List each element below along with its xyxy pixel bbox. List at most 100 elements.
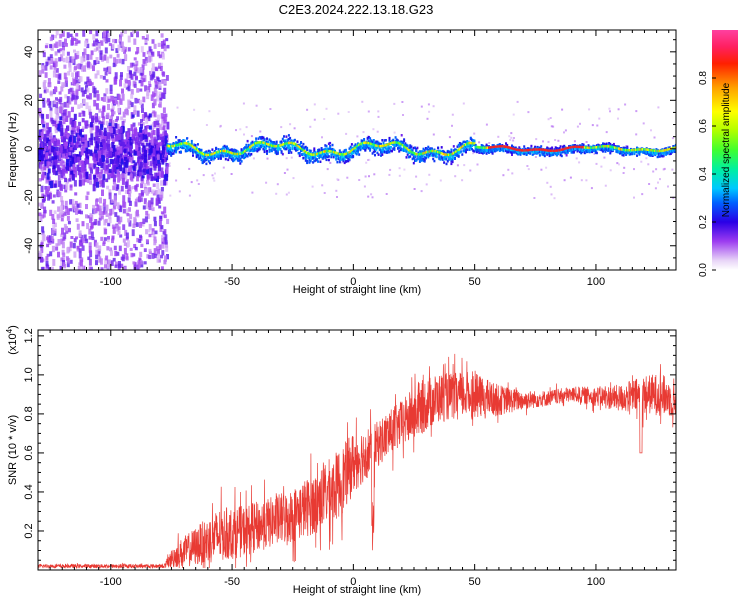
heatmap-cell (51, 119, 55, 124)
heatmap-cell (74, 65, 77, 70)
heatmap-cell (564, 129, 567, 132)
heatmap-cell (263, 141, 266, 145)
heatmap-cell (183, 139, 186, 142)
heatmap-cell (515, 150, 518, 153)
heatmap-cell (375, 144, 378, 147)
heatmap-cell (338, 152, 341, 156)
heatmap-cell (502, 145, 505, 148)
heatmap-cell (66, 125, 70, 131)
heatmap-cell (125, 109, 129, 116)
heatmap-cell (117, 44, 121, 51)
heatmap-cell (415, 159, 418, 162)
heatmap-cell (146, 213, 150, 219)
heatmap-cell (82, 146, 86, 151)
heatmap-cell (592, 146, 595, 149)
heatmap-cell (340, 156, 342, 159)
heatmap-cell (50, 180, 53, 188)
heatmap-cell (279, 144, 282, 147)
heatmap-cell (112, 149, 116, 157)
heatmap-cell (428, 154, 431, 157)
heatmap-cell (42, 121, 46, 126)
heatmap-cell (230, 148, 233, 151)
heatmap-cell (73, 144, 77, 150)
heatmap-cell (598, 144, 601, 147)
heatmap-cell (562, 148, 564, 151)
heatmap-cell (160, 33, 164, 38)
heatmap-cell (162, 125, 166, 131)
heatmap-cell (389, 168, 392, 171)
heatmap-cell (144, 125, 148, 131)
heatmap-cell (41, 113, 45, 119)
heatmap-cell (186, 137, 188, 140)
heatmap-cell (295, 147, 298, 150)
heatmap-cell (114, 39, 118, 44)
heatmap-cell (98, 47, 101, 53)
heatmap-cell (427, 145, 430, 149)
heatmap-cell (276, 152, 279, 155)
heatmap-cell (84, 134, 88, 139)
heatmap-cell (423, 155, 426, 159)
heatmap-cell (283, 139, 285, 143)
heatmap-cell (549, 150, 552, 154)
heatmap-cell (177, 145, 180, 148)
heatmap-cell (104, 257, 108, 265)
heatmap-cell (496, 145, 499, 148)
heatmap-cell (570, 150, 573, 153)
heatmap-cell (508, 135, 511, 138)
heatmap-cell (76, 55, 80, 59)
heatmap-cell (469, 169, 472, 172)
heatmap-cell (55, 41, 59, 49)
heatmap-cell (326, 155, 329, 158)
heatmap-cell (520, 149, 523, 152)
heatmap-cell (169, 146, 171, 150)
heatmap-cell (598, 117, 601, 120)
heatmap-cell (257, 148, 260, 152)
heatmap-cell (103, 93, 107, 97)
heatmap-cell (153, 216, 157, 222)
heatmap-cell (224, 145, 227, 149)
heatmap-cell (133, 57, 137, 61)
heatmap-cell (352, 148, 355, 151)
heatmap-cell (56, 214, 60, 220)
heatmap-cell (595, 162, 598, 165)
heatmap-cell (516, 100, 519, 103)
heatmap-cell (452, 152, 455, 155)
heatmap-cell (337, 152, 340, 155)
heatmap-cell (188, 146, 191, 149)
heatmap-cell (393, 131, 396, 134)
heatmap-cell (229, 152, 232, 156)
heatmap-cell (449, 151, 452, 155)
heatmap-cell (418, 153, 421, 156)
heatmap-cell (587, 146, 590, 149)
heatmap-cell (206, 155, 209, 158)
heatmap-cell (240, 156, 243, 159)
heatmap-cell (648, 183, 651, 185)
heatmap-cell (69, 56, 73, 63)
heatmap-cell (88, 246, 92, 253)
heatmap-cell (512, 149, 515, 152)
heatmap-cell (264, 146, 267, 150)
heatmap-cell (273, 148, 276, 151)
heatmap-cell (114, 251, 118, 257)
heatmap-cell (49, 193, 52, 200)
heatmap-cell (150, 94, 154, 101)
heatmap-cell (89, 213, 93, 218)
heatmap-cell (116, 202, 120, 209)
heatmap-cell (258, 141, 261, 144)
heatmap-cell (417, 153, 420, 156)
heatmap-cell (336, 160, 339, 164)
heatmap-cell (161, 92, 165, 99)
heatmap-cell (210, 158, 213, 161)
heatmap-cell (565, 147, 568, 150)
heatmap-cell (58, 91, 62, 95)
heatmap-cell (274, 147, 277, 151)
heatmap-cell (563, 144, 566, 148)
heatmap-cell (424, 156, 427, 160)
heatmap-cell (223, 149, 226, 153)
heatmap-cell (157, 42, 161, 48)
heatmap-cell (146, 148, 149, 154)
heatmap-cell (423, 149, 426, 152)
heatmap-cell (340, 151, 342, 154)
heatmap-cell (554, 152, 557, 156)
heatmap-cell (39, 93, 43, 99)
